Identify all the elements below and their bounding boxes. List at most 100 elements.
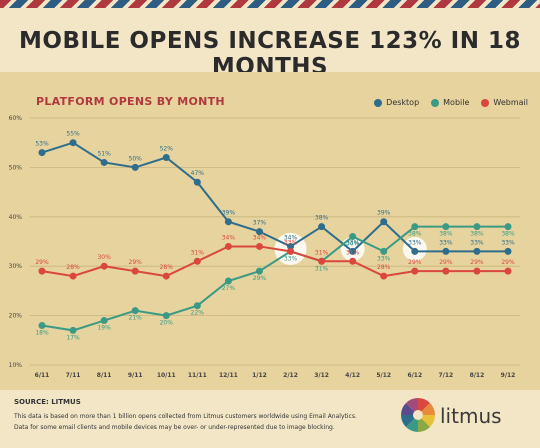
- x-tick-label: 6/12: [407, 372, 422, 379]
- legend-marker-mobile: [431, 98, 440, 107]
- litmus-logo: litmus: [400, 397, 530, 437]
- point-mobile: [193, 302, 201, 310]
- series-line-webmail: [41, 245, 508, 278]
- point-desktop: [38, 149, 46, 157]
- x-tick-label: 7/11: [66, 372, 81, 379]
- point-desktop: [255, 228, 263, 236]
- x-tick-label: 7/12: [439, 372, 454, 379]
- y-tick-label: 40%: [9, 214, 23, 221]
- point-webmail: [349, 257, 357, 265]
- data-label-webmail: 29%: [35, 259, 49, 266]
- data-label-desktop: 37%: [253, 220, 267, 227]
- x-tick-label: 1/12: [252, 372, 267, 379]
- point-mobile: [100, 317, 108, 325]
- data-label-mobile: 38%: [501, 231, 515, 238]
- point-webmail: [318, 257, 326, 265]
- source-note: This data is based on more than 1 billio…: [14, 411, 394, 433]
- data-label-desktop: 39%: [222, 210, 236, 217]
- data-label-webmail: 29%: [470, 259, 484, 266]
- legend-item-mobile: Mobile: [431, 98, 469, 107]
- data-label-mobile: 21%: [129, 315, 143, 322]
- point-webmail: [473, 267, 481, 275]
- point-desktop: [504, 247, 512, 255]
- data-label-mobile: 29%: [253, 275, 267, 282]
- data-label-mobile: 27%: [222, 285, 236, 292]
- point-mobile: [255, 267, 263, 275]
- point-webmail: [69, 272, 77, 280]
- point-webmail: [287, 247, 295, 255]
- point-desktop: [318, 223, 326, 231]
- x-tick-label: 4/12: [345, 372, 360, 379]
- source-title: SOURCE: LITMUS: [14, 398, 81, 406]
- y-tick-label: 50%: [9, 164, 23, 171]
- legend-label-mobile: Mobile: [443, 98, 470, 107]
- point-desktop: [442, 247, 450, 255]
- data-label-mobile: 38%: [470, 231, 484, 238]
- point-webmail: [162, 272, 170, 280]
- point-mobile: [411, 223, 419, 231]
- data-label-webmail: 29%: [501, 259, 515, 266]
- x-tick-label: 8/12: [470, 372, 485, 379]
- data-label-mobile: 38%: [408, 231, 422, 238]
- legend-item-webmail: Webmail: [481, 98, 528, 107]
- data-label-desktop: 39%: [377, 210, 391, 217]
- x-tick-label: 6/11: [35, 372, 50, 379]
- point-desktop: [131, 163, 139, 171]
- point-desktop: [473, 247, 481, 255]
- point-webmail: [504, 267, 512, 275]
- y-tick-label: 20%: [9, 313, 23, 320]
- point-mobile: [380, 247, 388, 255]
- series-line-desktop: [41, 141, 508, 253]
- top-stripe: [0, 0, 540, 8]
- data-label-desktop: 33%: [470, 239, 484, 246]
- x-tick-label: 8/11: [97, 372, 112, 379]
- point-mobile: [162, 312, 170, 320]
- point-mobile: [224, 277, 232, 285]
- litmus-logo-icon: [401, 398, 435, 432]
- footer: [0, 390, 540, 448]
- point-mobile: [349, 233, 357, 241]
- data-label-desktop: 34%: [284, 234, 298, 241]
- point-webmail: [442, 267, 450, 275]
- data-label-desktop: 33%: [501, 239, 515, 246]
- point-desktop: [162, 154, 170, 162]
- point-webmail: [193, 257, 201, 265]
- point-webmail: [100, 262, 108, 270]
- point-webmail: [411, 267, 419, 275]
- point-mobile: [69, 326, 77, 334]
- data-label-desktop: 51%: [97, 150, 111, 157]
- point-desktop: [193, 178, 201, 186]
- x-tick-label: 3/12: [314, 372, 329, 379]
- point-webmail: [38, 267, 46, 275]
- point-webmail: [255, 242, 263, 250]
- data-label-desktop: 38%: [315, 215, 329, 222]
- chart-panel: [0, 72, 540, 390]
- data-label-webmail: 30%: [97, 254, 111, 261]
- x-tick-label: 10/11: [157, 372, 176, 379]
- point-mobile: [473, 223, 481, 231]
- x-tick-label: 12/11: [219, 372, 238, 379]
- data-label-desktop: 47%: [191, 170, 205, 177]
- x-tick-label: 9/12: [501, 372, 516, 379]
- data-label-webmail: 29%: [408, 259, 422, 266]
- source-note-line-1: This data is based on more than 1 billio…: [14, 413, 357, 420]
- data-label-desktop: 50%: [129, 155, 143, 162]
- data-label-mobile: 22%: [191, 310, 205, 317]
- data-label-webmail: 34%: [253, 234, 267, 241]
- x-tick-label: 11/11: [188, 372, 207, 379]
- data-label-webmail: 28%: [66, 264, 80, 271]
- legend-label-webmail: Webmail: [493, 98, 528, 107]
- data-label-webmail: 31%: [191, 249, 205, 256]
- point-desktop: [69, 139, 77, 147]
- x-tick-label: 5/12: [376, 372, 391, 379]
- data-label-desktop: 55%: [66, 131, 80, 138]
- data-label-mobile: 31%: [315, 265, 329, 272]
- data-label-mobile: 36%: [346, 241, 360, 248]
- data-label-mobile: 33%: [284, 255, 298, 262]
- legend-marker-desktop: [374, 98, 383, 107]
- series-line-mobile: [41, 225, 508, 332]
- data-label-desktop: 33%: [408, 239, 422, 246]
- data-label-desktop: 53%: [35, 141, 49, 148]
- point-mobile: [38, 321, 46, 329]
